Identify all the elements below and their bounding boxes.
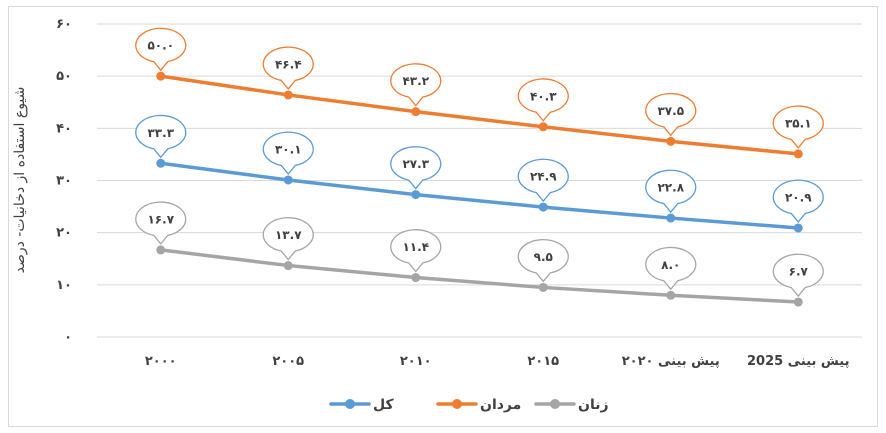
data-label-callout: [517, 158, 569, 203]
data-label-callout: [135, 201, 187, 245]
data-label: ۸.۰: [661, 258, 680, 272]
y-tick-label: ۳۰: [56, 174, 72, 189]
data-point: [156, 71, 166, 81]
data-label: ۲۷.۳: [402, 157, 429, 171]
data-point: [156, 245, 166, 255]
y-axis-label: شیوع استفاده از دخانیات- درصد: [12, 87, 28, 274]
data-label: ۲۲.۸: [657, 181, 684, 195]
data-point: [666, 290, 676, 300]
legend-swatch-marker: [452, 399, 462, 409]
data-label: ۳۵.۱: [785, 116, 812, 130]
data-point: [793, 149, 803, 159]
x-tick-label: ۲۰۱۰: [400, 354, 432, 369]
data-point: [666, 136, 676, 146]
y-tick-label: ۴۰: [56, 121, 72, 136]
data-point: [666, 213, 676, 223]
data-label: ۳۳.۳: [147, 126, 174, 140]
data-point: [793, 297, 803, 307]
data-label-callout: [645, 246, 697, 291]
data-label-callout: [390, 63, 442, 107]
data-label-callout: [390, 229, 442, 273]
data-point: [538, 282, 548, 292]
data-point: [283, 175, 293, 185]
legend-item: کل: [329, 397, 394, 413]
data-label-callout: [135, 114, 187, 159]
legend-swatch-marker: [345, 399, 355, 409]
data-label-callout: [390, 146, 442, 190]
data-label: ۲۴.۹: [530, 170, 557, 184]
legend-label: مردان: [480, 397, 521, 413]
data-point: [411, 273, 421, 283]
y-tick-label: ۰: [64, 330, 72, 345]
x-tick-label: ۲۰۰۵: [272, 354, 304, 369]
data-label: ۳۰.۱: [275, 142, 302, 156]
data-label-callout: [262, 46, 314, 90]
data-point: [411, 107, 421, 117]
data-label: ۴۶.۴: [275, 57, 302, 71]
data-label-callout: [517, 239, 569, 283]
x-tick-label: ۲۰۱۵: [527, 354, 559, 369]
series-line: [159, 248, 800, 304]
data-label: ۱۶.۷: [147, 212, 174, 226]
data-point: [793, 223, 803, 233]
legend-item: مردان: [436, 397, 521, 413]
legend-swatch-marker: [550, 399, 560, 409]
data-label-callout: [772, 253, 824, 298]
data-label: ۱۳.۷: [275, 228, 302, 242]
data-point: [156, 158, 166, 168]
x-tick-label: پیش بینی ۲۰۲۰: [622, 354, 720, 369]
data-label: ۴۰.۳: [530, 89, 557, 103]
data-label: ۵۰.۰: [147, 39, 174, 53]
legend-item: زنان: [534, 397, 609, 413]
data-label-callout: [135, 27, 187, 72]
y-tick-label: ۶۰: [56, 17, 72, 32]
y-tick-label: ۲۰: [56, 226, 72, 241]
y-tick-label: ۱۰: [56, 278, 72, 293]
data-point: [411, 190, 421, 200]
legend-label: زنان: [578, 397, 609, 413]
x-tick-label: پیش بینی 2025: [747, 354, 849, 369]
data-label-callout: [772, 179, 824, 223]
data-label: ۹.۵: [534, 250, 553, 264]
data-label-callout: [262, 131, 314, 176]
data-label-callout: [645, 169, 697, 214]
data-label: ۳۷.۵: [657, 104, 684, 118]
data-label-callout: [262, 217, 314, 261]
y-tick-label: ۵۰: [56, 69, 72, 84]
x-tick-label: ۲۰۰۰: [145, 354, 177, 369]
data-label: ۲۰.۹: [785, 190, 812, 204]
data-label: ۶.۷: [789, 265, 809, 279]
data-point: [283, 90, 293, 100]
data-label: ۱۱.۴: [402, 240, 429, 254]
legend-label: کل: [373, 397, 394, 413]
data-label: ۴۳.۲: [402, 74, 429, 88]
series-line: [159, 74, 800, 156]
data-label-callout: [517, 78, 569, 122]
data-point: [538, 202, 548, 212]
data-label-callout: [772, 105, 824, 149]
data-point: [538, 122, 548, 132]
data-label-callout: [645, 92, 697, 137]
data-point: [283, 261, 293, 271]
series-line: [159, 161, 800, 230]
